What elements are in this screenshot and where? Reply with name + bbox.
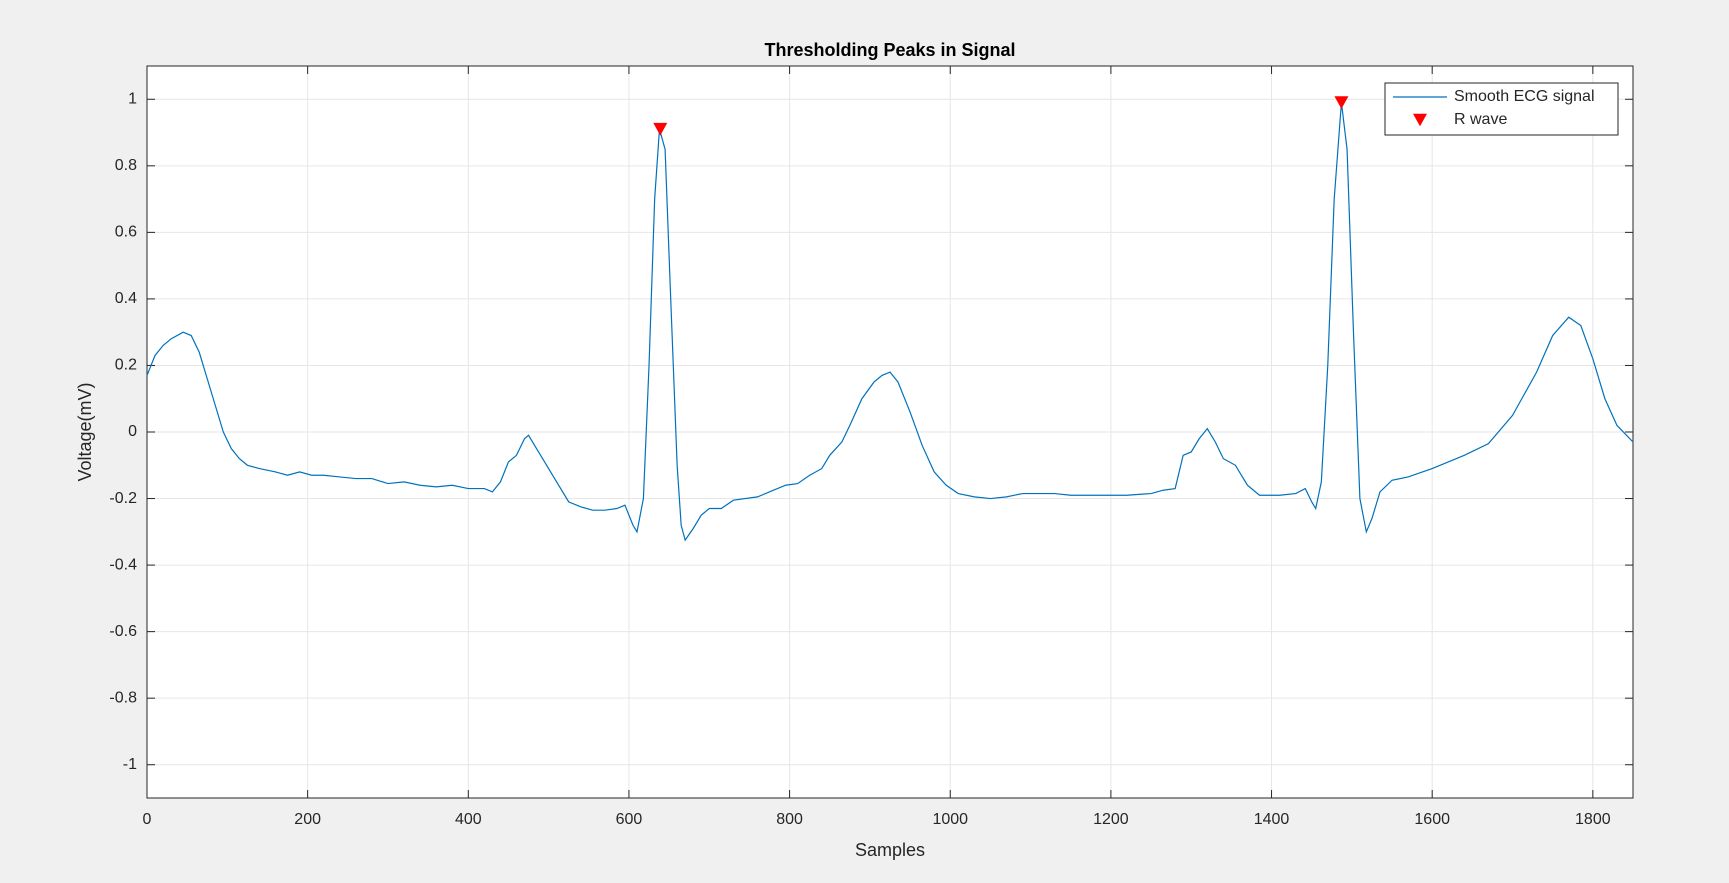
x-tick-label: 200	[294, 811, 321, 828]
x-tick-label: 800	[776, 811, 803, 828]
x-tick-label: 1000	[932, 811, 968, 828]
peak-marker	[653, 122, 668, 136]
legend-label: Smooth ECG signal	[1454, 88, 1595, 105]
y-axis-label: Voltage(mV)	[75, 382, 95, 481]
x-axis-label: Samples	[855, 840, 925, 860]
x-tick-label: 1600	[1414, 811, 1450, 828]
signal-line	[146, 102, 1634, 542]
y-tick-label: -0.2	[109, 490, 137, 507]
y-tick-label: 0	[128, 423, 137, 440]
x-tick-label: 1400	[1254, 811, 1290, 828]
x-tick-label: 400	[455, 811, 482, 828]
y-tick-label: 0.8	[115, 157, 137, 174]
x-tick-label: 1200	[1093, 811, 1129, 828]
x-tick-label: 1800	[1575, 811, 1611, 828]
y-tick-label: -0.4	[109, 556, 137, 573]
x-tick-label: 0	[143, 811, 152, 828]
y-tick-label: 0.6	[115, 224, 137, 241]
y-tick-label: 0.2	[115, 357, 137, 374]
y-tick-label: -1	[123, 756, 137, 773]
x-tick-label: 600	[616, 811, 643, 828]
legend-label: R wave	[1454, 111, 1507, 128]
y-tick-label: -0.8	[109, 689, 137, 706]
y-tick-label: 0.4	[115, 290, 137, 307]
peak-marker	[1334, 96, 1349, 109]
axes-box	[146, 65, 1634, 799]
legend-box	[1384, 82, 1619, 136]
y-tick-label: -0.6	[109, 623, 137, 640]
chart-title: Thresholding Peaks in Signal	[764, 40, 1015, 60]
legend-swatch	[1413, 113, 1427, 127]
y-tick-label: 1	[128, 90, 137, 107]
